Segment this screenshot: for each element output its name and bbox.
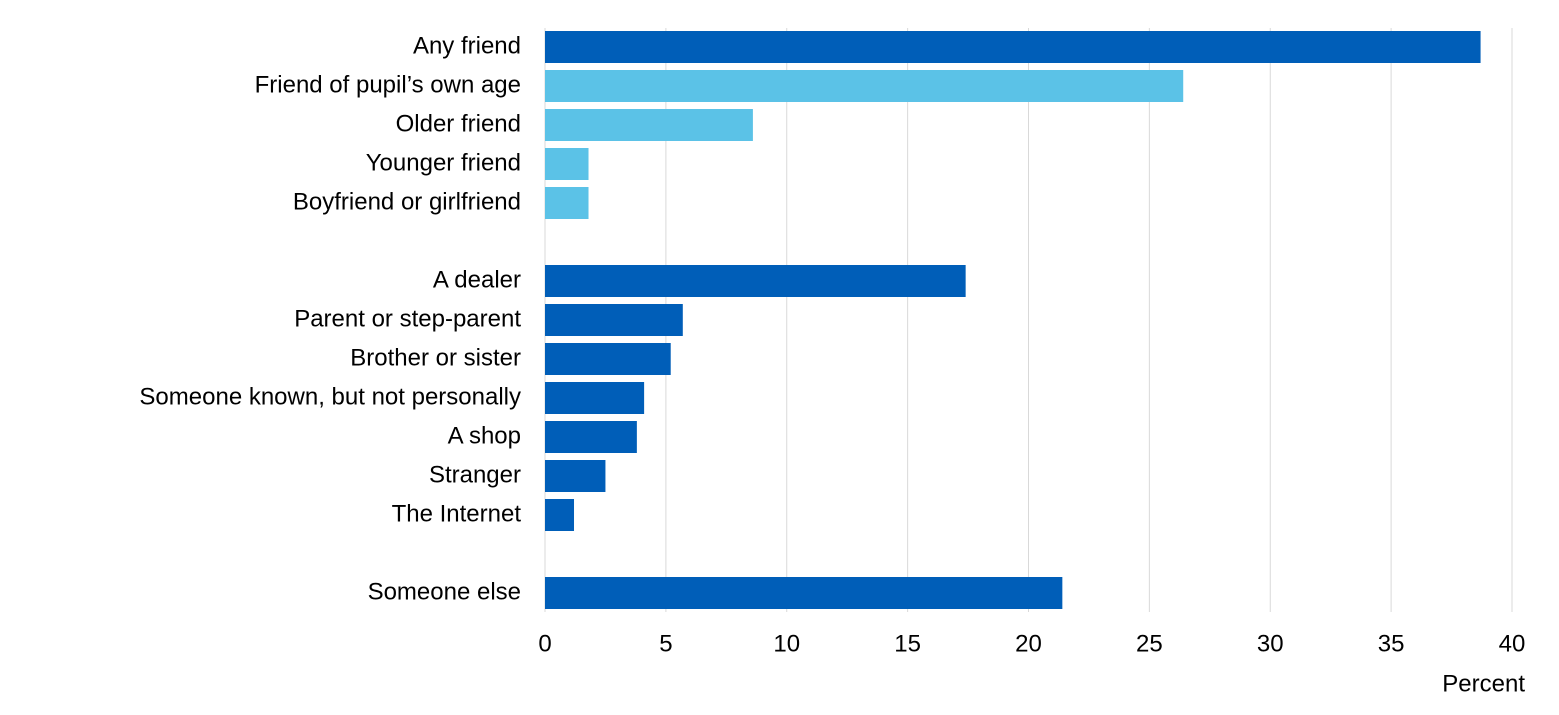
bar: [545, 343, 671, 375]
y-tick-label: Older friend: [396, 110, 521, 137]
bar: [545, 265, 966, 297]
bar: [545, 109, 753, 141]
bar: [545, 382, 645, 414]
y-tick-label: Someone known, but not personally: [139, 383, 521, 410]
bar: [545, 421, 637, 453]
y-tick-label: A dealer: [433, 266, 521, 293]
y-tick-label: Someone else: [368, 578, 521, 605]
y-tick-label: Parent or step-parent: [294, 305, 521, 332]
x-tick-label: 30: [1257, 630, 1284, 657]
bar: [545, 304, 683, 336]
bar: [545, 499, 575, 531]
y-tick-label: The Internet: [392, 500, 522, 527]
x-tick-label: 25: [1136, 630, 1163, 657]
x-axis-label: Percent: [1442, 670, 1525, 697]
y-tick-label: Friend of pupil’s own age: [255, 71, 521, 98]
y-tick-label: A shop: [448, 422, 521, 449]
x-tick-label: 35: [1378, 630, 1405, 657]
y-tick-label: Any friend: [413, 32, 521, 59]
x-tick-label: 20: [1015, 630, 1042, 657]
bar: [545, 148, 589, 180]
x-tick-label: 0: [538, 630, 551, 657]
x-tick-label: 15: [894, 630, 921, 657]
bar: [545, 70, 1184, 102]
x-tick-label: 40: [1499, 630, 1526, 657]
y-tick-label: Brother or sister: [350, 344, 521, 371]
y-tick-label: Boyfriend or girlfriend: [293, 188, 521, 215]
bar: [545, 31, 1481, 63]
y-tick-label: Younger friend: [366, 149, 521, 176]
y-tick-label: Stranger: [429, 461, 521, 488]
x-tick-label: 5: [659, 630, 672, 657]
bar: [545, 460, 606, 492]
x-tick-label: 10: [773, 630, 800, 657]
bar: [545, 187, 589, 219]
bar: [545, 577, 1063, 609]
